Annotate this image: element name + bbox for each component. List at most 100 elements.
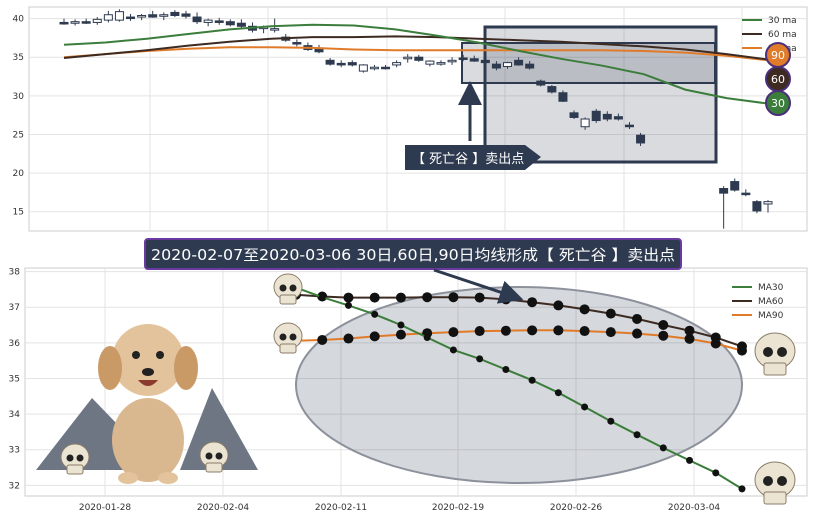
- candle: [81, 18, 91, 24]
- bottom-legend: MA30 MA60 MA90: [732, 283, 784, 321]
- candle-body: [536, 80, 546, 86]
- candlesticks: [59, 9, 773, 229]
- candle-body: [580, 118, 590, 128]
- candle: [569, 110, 579, 119]
- data-point-MA30: [607, 417, 615, 425]
- candle: [392, 60, 402, 68]
- candle-body: [613, 116, 623, 120]
- y-tick-label: 15: [13, 208, 24, 218]
- candle-body: [114, 11, 124, 21]
- candle: [525, 61, 535, 70]
- candle: [763, 200, 773, 213]
- x-tick-label: 2020-02-19: [432, 503, 485, 513]
- candlestick-plot-area: [28, 6, 808, 232]
- legend-label-MA60: MA60: [758, 297, 784, 307]
- candle-body: [763, 201, 773, 205]
- candle-body: [148, 14, 158, 18]
- data-point-MA30: [476, 355, 484, 363]
- y-tick-label: 36: [9, 339, 21, 349]
- data-point-MA30: [449, 346, 457, 354]
- x-tick-label: 2020-03-04: [668, 503, 721, 513]
- candle: [225, 19, 235, 27]
- data-point-MA60: [343, 292, 354, 303]
- data-point-MA60: [369, 292, 380, 303]
- ma60-line: [63, 35, 769, 61]
- candle-body: [59, 21, 69, 25]
- legend-label-ma60: 60 ma: [768, 30, 797, 40]
- data-point-MA90: [553, 325, 564, 336]
- candle: [137, 13, 147, 21]
- data-point-MA60: [710, 332, 721, 343]
- y-tick-label: 35: [9, 374, 20, 384]
- series-MA30: [292, 284, 746, 493]
- candle-body: [503, 62, 513, 67]
- data-point-MA30: [528, 376, 536, 384]
- data-point-MA30: [371, 310, 379, 318]
- y-tick-label: 25: [13, 130, 24, 140]
- candle-body: [70, 21, 80, 24]
- candle-body: [591, 110, 601, 122]
- badge-30: [765, 90, 791, 116]
- legend-label-ma30: 30 ma: [768, 16, 797, 26]
- candle: [192, 12, 202, 24]
- candle-body: [81, 21, 91, 24]
- data-point-MA60: [422, 292, 433, 303]
- data-point-MA60: [658, 320, 669, 330]
- candle-body: [381, 66, 391, 70]
- top-y-tick-labels: 15 20 25 30 35 40: [13, 15, 25, 218]
- candle: [536, 79, 546, 87]
- sell-point-label: 【 死亡谷 】卖出点: [412, 152, 524, 167]
- candle-body: [159, 14, 169, 17]
- candle: [514, 57, 524, 66]
- y-tick-label: 33: [9, 446, 20, 456]
- candle: [503, 61, 513, 69]
- data-point-MA60: [684, 325, 695, 336]
- candle: [347, 60, 357, 67]
- data-point-MA90: [527, 325, 538, 336]
- dog-illustration: [36, 324, 258, 484]
- candle: [602, 111, 612, 122]
- candle-body: [602, 113, 612, 120]
- data-point-MA60: [605, 308, 616, 319]
- candle-body: [392, 62, 402, 66]
- candle: [491, 61, 501, 71]
- data-point-MA90: [343, 333, 354, 344]
- data-point-MA90: [579, 326, 590, 337]
- data-point-MA60: [632, 313, 643, 324]
- data-point-MA60: [737, 341, 747, 352]
- candle: [414, 54, 424, 62]
- candle: [292, 39, 302, 47]
- data-point-MA60: [553, 300, 564, 311]
- candle-body: [92, 18, 102, 23]
- y-tick-label: 40: [13, 15, 25, 25]
- data-point-MA30: [686, 456, 694, 464]
- candle: [214, 17, 224, 25]
- data-point-MA30: [397, 321, 405, 329]
- y-tick-label: 37: [9, 303, 20, 313]
- candle: [403, 54, 413, 63]
- candle: [92, 17, 102, 25]
- data-point-MA90: [658, 330, 669, 341]
- candle: [591, 108, 601, 123]
- skull-icon: [754, 461, 796, 505]
- y-tick-label: 34: [9, 410, 21, 420]
- data-point-MA90: [448, 327, 459, 338]
- skull-icon: [273, 273, 303, 305]
- candle: [436, 60, 446, 66]
- candle-body: [292, 42, 302, 45]
- candle: [103, 10, 113, 23]
- y-tick-label: 35: [13, 53, 24, 63]
- moving-average-lines: [63, 23, 769, 105]
- sell-point-label-box: [405, 145, 541, 170]
- candle: [203, 18, 213, 27]
- candle: [624, 122, 634, 130]
- candle: [752, 200, 762, 214]
- candle: [336, 60, 346, 68]
- candle: [447, 57, 457, 65]
- candle-body: [741, 192, 751, 196]
- data-point-MA30: [581, 403, 589, 411]
- candle-body: [103, 14, 113, 21]
- data-point-MA60: [579, 304, 590, 315]
